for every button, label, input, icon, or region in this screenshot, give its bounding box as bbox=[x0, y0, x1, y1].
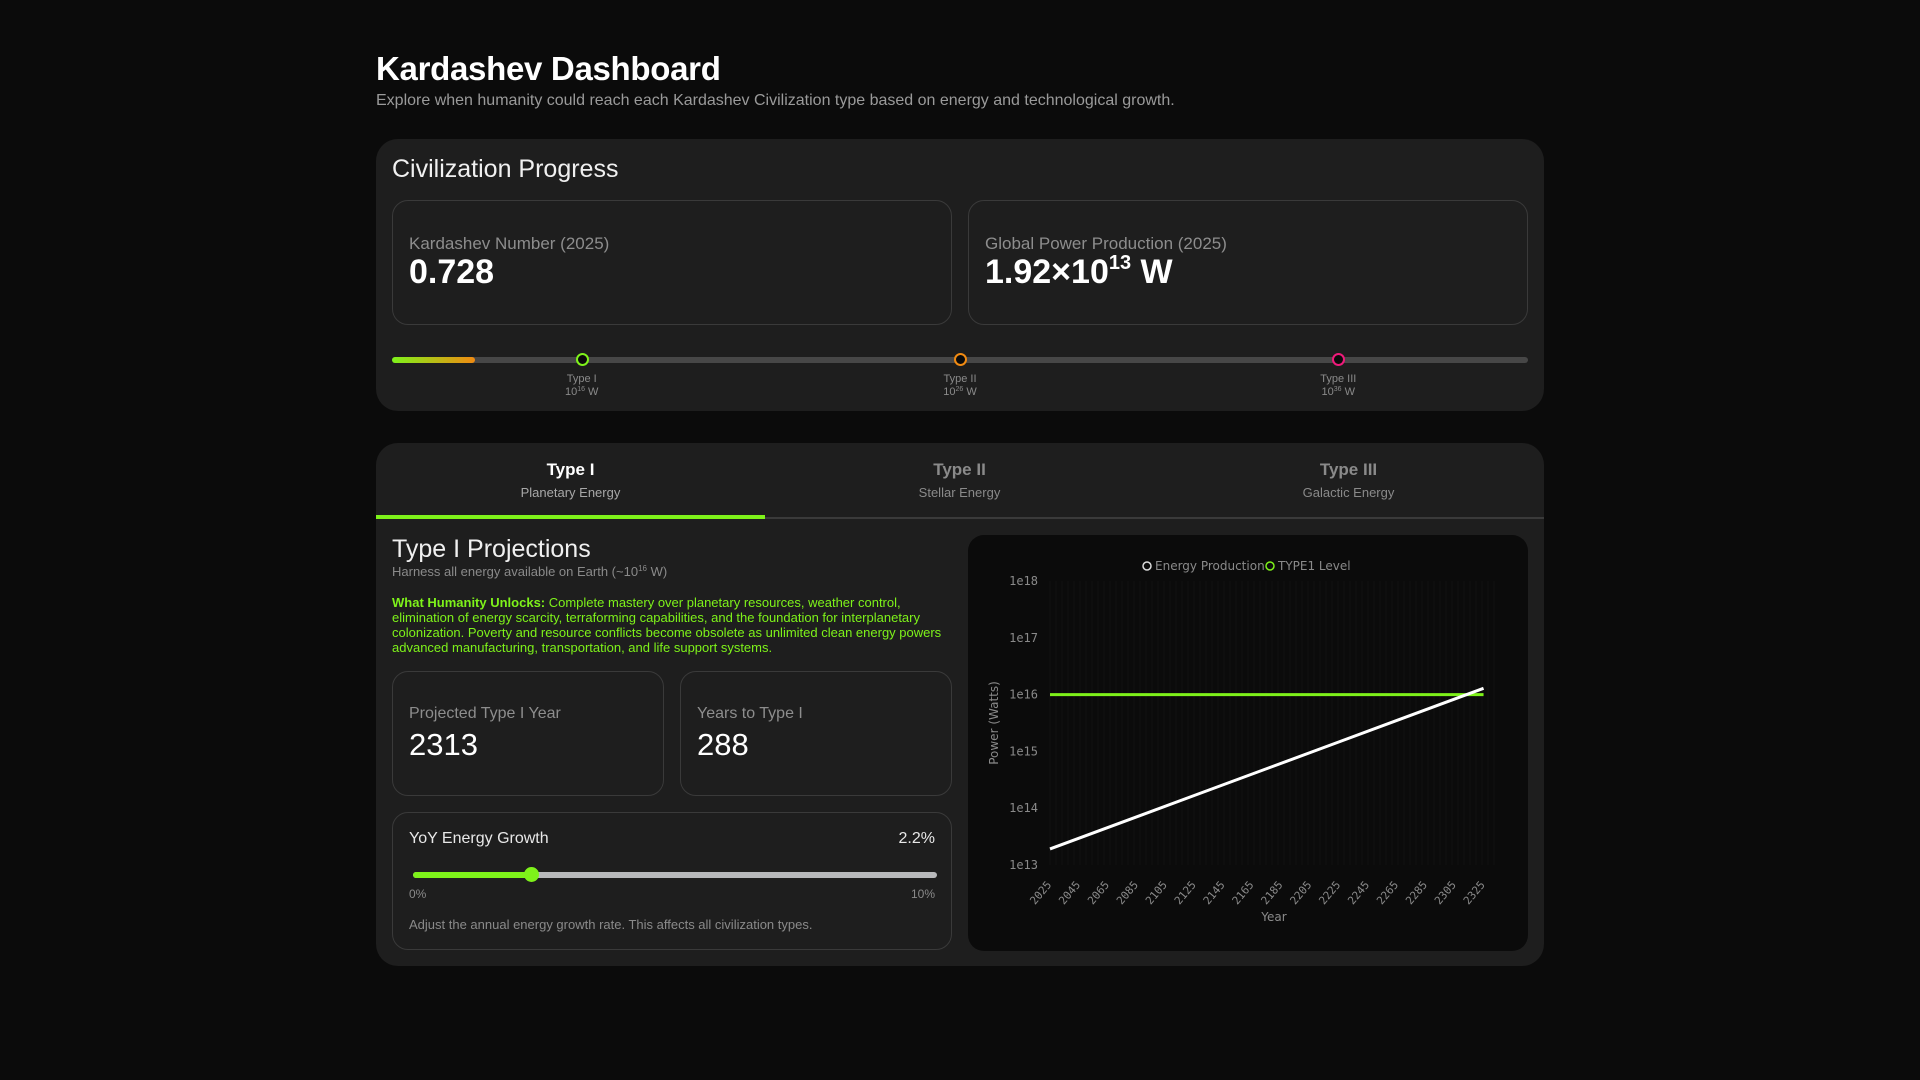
energy-projection-chart: 1e18 1e17 1e16 1e15 1e14 1e13 2025 2045 2065 2085… bbox=[968, 535, 1528, 951]
svg-text:2305: 2305 bbox=[1432, 879, 1459, 908]
unlocks-text: Complete mastery over planetary resource… bbox=[392, 595, 942, 655]
marker-label: Type I 1016 W bbox=[564, 373, 599, 398]
global-power-value: 1.92×1013 W bbox=[985, 253, 1173, 292]
svg-text:2105: 2105 bbox=[1143, 879, 1170, 908]
growth-slider[interactable] bbox=[413, 867, 937, 882]
projected-year-value: 2313 bbox=[409, 727, 478, 762]
svg-text:2085: 2085 bbox=[1114, 879, 1141, 908]
svg-text:2325: 2325 bbox=[1461, 879, 1488, 908]
card-label: Years to Type I bbox=[697, 705, 803, 722]
svg-text:TYPE1 Level: TYPE1 Level bbox=[1277, 559, 1351, 573]
svg-text:2025: 2025 bbox=[1027, 879, 1054, 908]
svg-text:Power (Watts): Power (Watts) bbox=[987, 681, 1001, 765]
svg-text:1e13: 1e13 bbox=[1009, 858, 1038, 872]
svg-text:Energy Production: Energy Production bbox=[1155, 559, 1265, 573]
chart-svg: 1e18 1e17 1e16 1e15 1e14 1e13 2025 2045 2065 2085… bbox=[987, 559, 1495, 924]
svg-text:1e17: 1e17 bbox=[1009, 631, 1038, 645]
power-unit: W bbox=[1131, 253, 1173, 291]
svg-text:2065: 2065 bbox=[1085, 879, 1112, 908]
tab-label: Type II bbox=[933, 460, 986, 479]
svg-text:2165: 2165 bbox=[1230, 879, 1257, 908]
tab-label: Type I bbox=[546, 460, 595, 479]
svg-text:2125: 2125 bbox=[1172, 879, 1199, 908]
slider-help-text: Adjust the annual energy growth rate. Th… bbox=[409, 917, 813, 932]
slider-max-label: 10% bbox=[910, 887, 935, 901]
tab-label: Type III bbox=[1319, 460, 1378, 479]
svg-text:2225: 2225 bbox=[1316, 879, 1343, 908]
svg-text:2205: 2205 bbox=[1287, 879, 1314, 908]
tab-sublabel: Galactic Energy bbox=[1302, 485, 1395, 500]
tab-type-3[interactable]: Type III Galactic Energy bbox=[1154, 443, 1543, 519]
svg-text:1e18: 1e18 bbox=[1009, 574, 1038, 588]
tab-sublabel: Stellar Energy bbox=[918, 485, 1001, 500]
section-title: Civilization Progress bbox=[392, 155, 619, 183]
slider-min-label: 0% bbox=[409, 887, 427, 901]
marker-type-i bbox=[575, 353, 589, 366]
power-exponent: 13 bbox=[1108, 252, 1132, 274]
power-mantissa: 1.92×10 bbox=[985, 253, 1109, 291]
unlocks-label: What Humanity Unlocks: bbox=[392, 595, 546, 610]
kardashev-number-value: 0.728 bbox=[409, 253, 495, 291]
years-to-type-card: Years to Type I 288 bbox=[680, 671, 952, 796]
card-label: Projected Type I Year bbox=[409, 705, 561, 722]
svg-text:2265: 2265 bbox=[1374, 879, 1401, 908]
slider-fill bbox=[413, 872, 531, 878]
page-header: Kardashev Dashboard Explore when humanit… bbox=[376, 50, 1175, 110]
tab-sublabel: Planetary Energy bbox=[520, 485, 621, 500]
unlocks-description: What Humanity Unlocks: Complete mastery … bbox=[392, 595, 952, 655]
subtitle-suffix: W) bbox=[646, 564, 668, 579]
slider-thumb[interactable] bbox=[524, 867, 539, 882]
civilization-progress-panel: Civilization Progress Kardashev Number (… bbox=[376, 139, 1544, 411]
growth-label: YoY Energy Growth bbox=[409, 830, 549, 847]
active-tab-indicator bbox=[376, 515, 765, 519]
marker-type-ii bbox=[954, 353, 967, 366]
marker-type-iii bbox=[1332, 353, 1346, 366]
growth-value: 2.2% bbox=[898, 830, 935, 847]
svg-text:2285: 2285 bbox=[1403, 879, 1430, 908]
global-power-card: Global Power Production (2025) 1.92×1013… bbox=[968, 200, 1528, 325]
projected-year-card: Projected Type I Year 2313 bbox=[392, 671, 664, 796]
energy-growth-card: YoY Energy Growth 2.2% 0% 10% Adjust the… bbox=[392, 812, 952, 950]
projection-subtitle: Harness all energy available on Earth (~… bbox=[392, 564, 667, 579]
svg-text:1e15: 1e15 bbox=[1009, 744, 1038, 758]
card-label: Global Power Production (2025) bbox=[985, 234, 1227, 253]
kardashev-progress-bar: Type I 1016 W Type II 1026 W Type III 1036 W bbox=[392, 353, 1528, 398]
tab-type-1[interactable]: Type I Planetary Energy bbox=[376, 443, 765, 519]
subtitle-text: Harness all energy available on Earth (~… bbox=[392, 564, 639, 579]
civilization-types-panel: Type I Planetary Energy Type II Stellar … bbox=[376, 443, 1544, 966]
type-tabs: Type I Planetary Energy Type II Stellar … bbox=[376, 443, 1544, 519]
page-subtitle: Explore when humanity could reach each K… bbox=[376, 92, 1175, 109]
marker-label: Type III 1036 W bbox=[1320, 373, 1357, 398]
svg-text:1e16: 1e16 bbox=[1009, 688, 1038, 702]
kardashev-number-card: Kardashev Number (2025) 0.728 bbox=[392, 200, 952, 325]
svg-text:2185: 2185 bbox=[1259, 879, 1286, 908]
card-label: Kardashev Number (2025) bbox=[409, 234, 610, 253]
progress-fill bbox=[392, 357, 475, 363]
marker-label: Type II 1026 W bbox=[943, 373, 977, 398]
page-title: Kardashev Dashboard bbox=[376, 50, 721, 87]
svg-text:2045: 2045 bbox=[1056, 879, 1083, 908]
tab-type-2[interactable]: Type II Stellar Energy bbox=[765, 443, 1154, 519]
svg-text:1e14: 1e14 bbox=[1009, 801, 1038, 815]
subtitle-exponent: 16 bbox=[638, 564, 647, 573]
svg-text:Year: Year bbox=[1260, 910, 1286, 924]
projection-title: Type I Projections bbox=[392, 535, 591, 563]
svg-text:2145: 2145 bbox=[1201, 879, 1228, 908]
svg-text:2245: 2245 bbox=[1345, 879, 1372, 908]
years-to-type-value: 288 bbox=[697, 727, 749, 762]
